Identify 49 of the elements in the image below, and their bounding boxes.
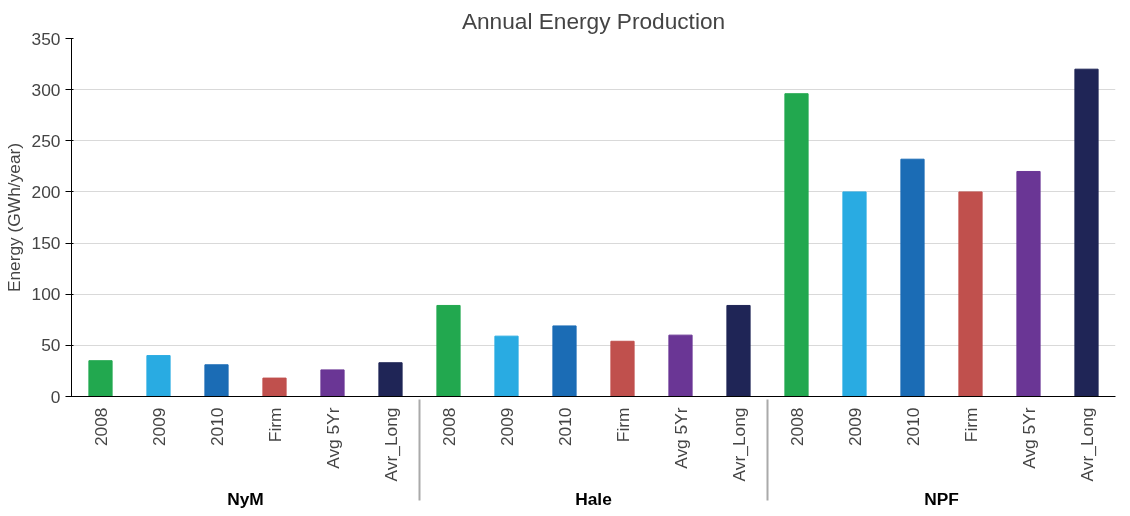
text: 2009 — [496, 407, 517, 447]
text: Firm — [960, 407, 981, 443]
y-tick-label: 350 — [31, 28, 61, 49]
y-tick-label: 300 — [31, 79, 61, 100]
text: 2009 — [844, 407, 865, 447]
chart-title: Annual Energy Production — [461, 7, 726, 34]
text: Avr_Long — [728, 407, 749, 482]
text: Firm — [264, 407, 285, 443]
text: 2010 — [902, 407, 923, 447]
x-tick-label: Hale — [575, 489, 613, 510]
bar — [262, 377, 287, 397]
bar — [1016, 170, 1041, 397]
text: Avr_Long — [1076, 407, 1097, 482]
bar — [204, 364, 229, 397]
y-tick-label: 50 — [41, 335, 61, 356]
bar — [436, 304, 461, 397]
bar — [784, 93, 809, 397]
bar — [726, 304, 751, 397]
bar — [378, 362, 403, 397]
text: 2009 — [148, 407, 169, 447]
y-axis-title: Energy (GWh/year) — [3, 142, 24, 293]
text: Avg 5Yr — [322, 407, 343, 469]
y-tick-label: 150 — [31, 233, 61, 254]
text: 2008 — [438, 407, 459, 447]
text: Firm — [612, 407, 633, 443]
bar — [1074, 68, 1099, 397]
bar — [146, 355, 171, 397]
bar — [320, 369, 345, 397]
bar — [958, 191, 983, 397]
bar — [900, 158, 925, 397]
y-tick-label: 200 — [31, 181, 61, 202]
text: 2010 — [554, 407, 575, 447]
text: Avr_Long — [380, 407, 401, 482]
y-tick-label: 100 — [31, 284, 61, 305]
bar — [842, 191, 867, 397]
bar — [494, 335, 519, 397]
y-tick-label: 250 — [31, 130, 61, 151]
bar — [552, 325, 577, 397]
y-tick-label: 0 — [50, 386, 61, 407]
text: 2008 — [786, 407, 807, 447]
text: Avg 5Yr — [670, 407, 691, 469]
text: 2010 — [206, 407, 227, 447]
text: 2008 — [90, 407, 111, 447]
bar — [610, 340, 635, 397]
text: Avg 5Yr — [1018, 407, 1039, 469]
bar — [668, 334, 693, 397]
x-tick-label: NyM — [227, 489, 264, 510]
bar — [88, 360, 113, 397]
x-tick-label: NPF — [924, 489, 959, 510]
